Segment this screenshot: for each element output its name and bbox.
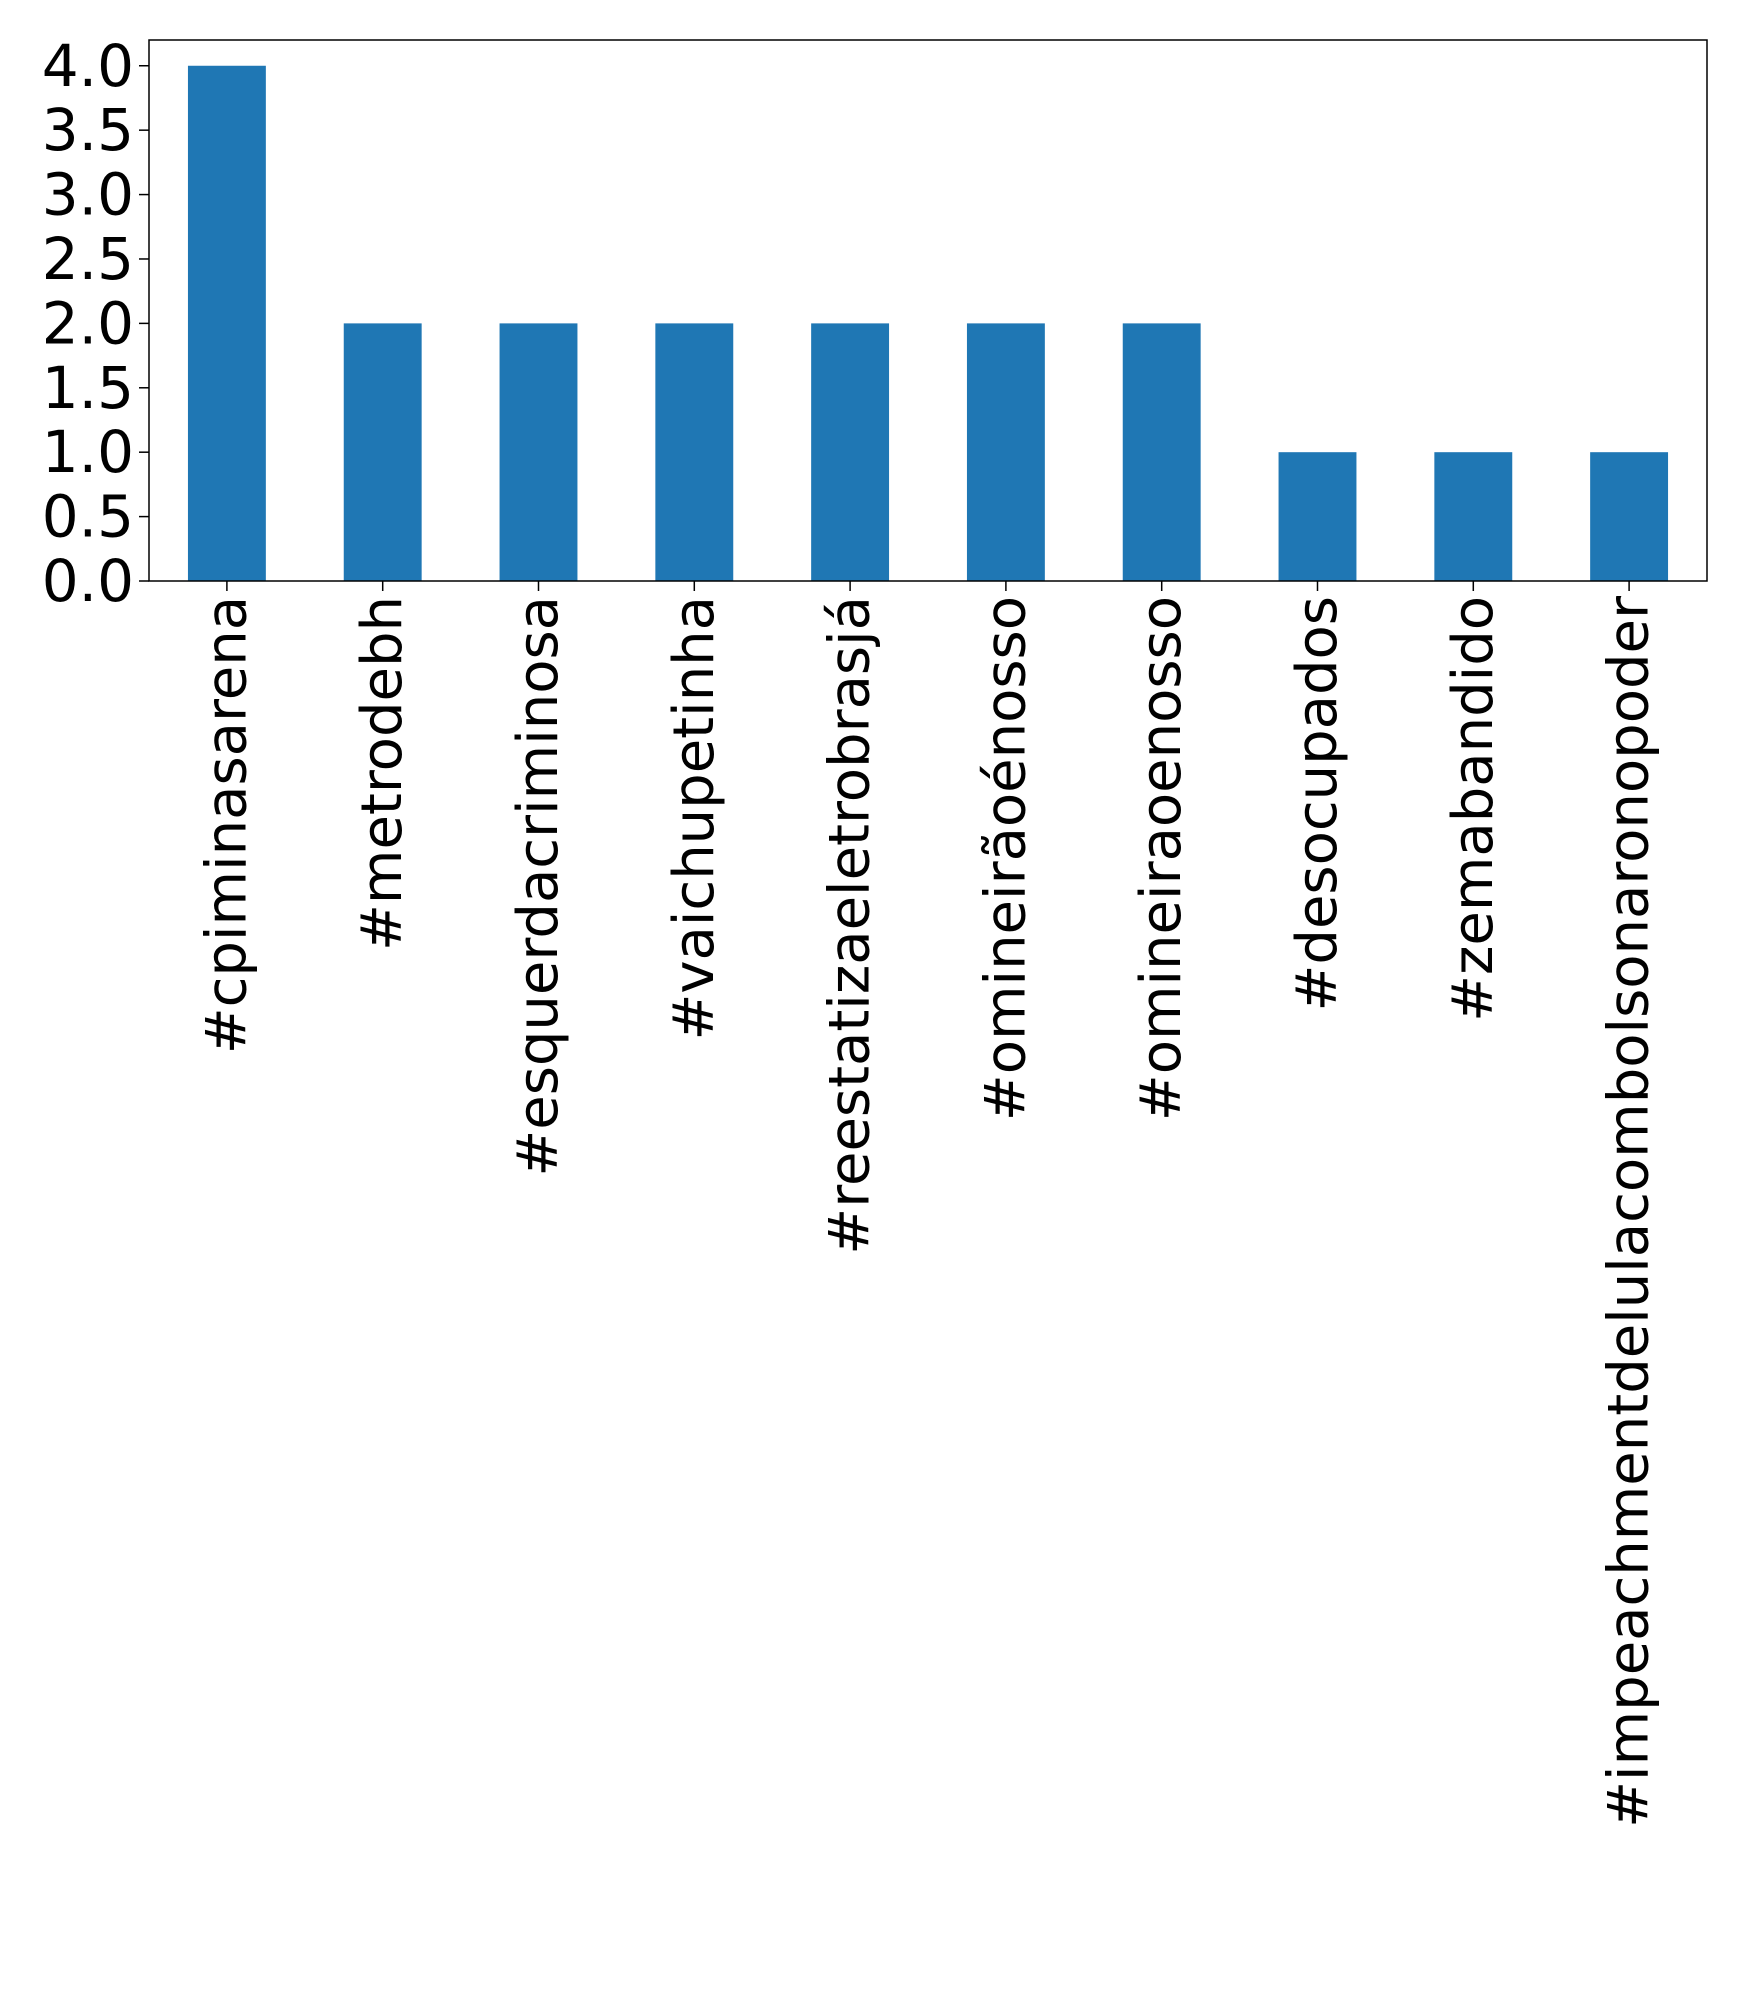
y-tick-label: 3.5 [42,96,134,164]
y-tick-label: 3.0 [42,161,134,229]
x-tick-label: #cpiminasarena [194,596,259,1054]
y-tick-label: 0.5 [42,483,134,551]
bar [1590,452,1669,581]
x-tick-label: #desocupados [1285,596,1350,1012]
y-tick-label: 2.0 [42,289,134,357]
bar [655,323,734,581]
x-tick-label: #reestatizaeletrobrasjá [818,596,883,1255]
y-tick-label: 2.5 [42,225,134,293]
plot-frame [148,39,1708,582]
bars-layer [187,65,1669,581]
bar [1122,323,1201,581]
y-tick-label: 4.0 [42,32,134,100]
x-tick-label: #esquerdacriminosa [506,596,571,1177]
bar [187,65,266,581]
bar [499,323,578,581]
bar [966,323,1045,581]
x-tick-label: #metrodebh [350,596,415,951]
x-tick-label: #omineirãoénosso [973,596,1038,1121]
x-tick-label: #impeachmentdelulacombolsonaronopoder [1597,595,1662,1828]
x-tick-label: #omineiraoenosso [1129,596,1194,1121]
y-tick-label: 1.0 [42,418,134,486]
x-tick-label: #zemabandido [1441,596,1506,1022]
bar [811,323,890,581]
bar [343,323,422,581]
y-axis: 0.00.51.01.52.02.53.03.54.0 [42,32,149,615]
y-tick-label: 0.0 [42,547,134,615]
bar [1278,452,1357,581]
bar [1434,452,1513,581]
x-axis: #cpiminasarena #metrodebh #esquerdacrimino… [194,581,1662,1828]
x-tick-label: #vaichupetinha [662,596,727,1041]
y-tick-label: 1.5 [42,354,134,422]
